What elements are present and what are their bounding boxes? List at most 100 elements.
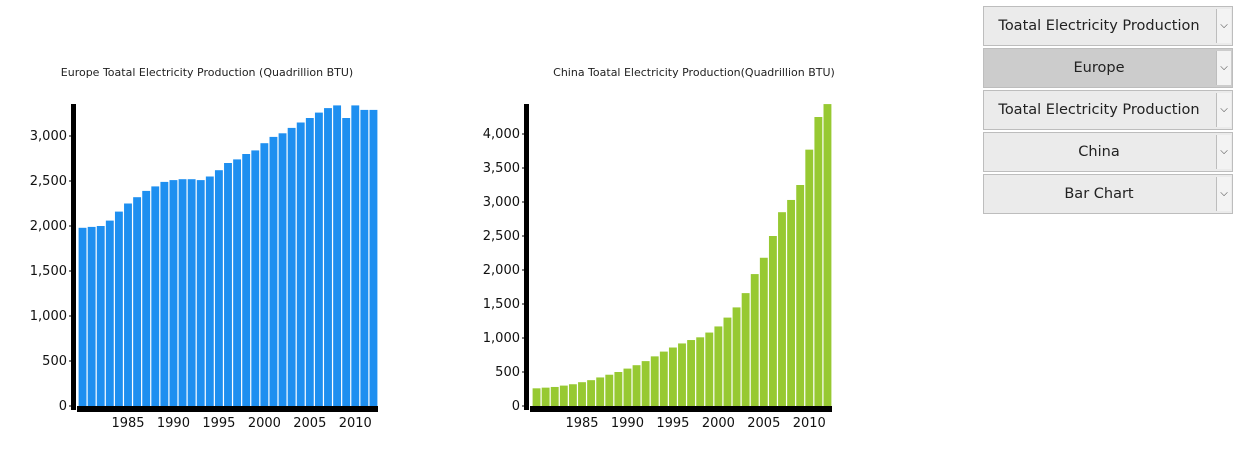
bar — [605, 374, 614, 406]
region-select-2[interactable]: China ⌵ — [983, 132, 1233, 172]
bar — [178, 179, 187, 406]
y-tick-label: 500 — [495, 365, 520, 380]
y-axis-line — [71, 104, 76, 410]
y-tick-label: 3,500 — [483, 161, 520, 176]
chart-controls: Toatal Electricity Production ⌵ Europe ⌵… — [983, 6, 1233, 216]
bar — [705, 332, 714, 406]
bar — [324, 108, 332, 406]
bar — [714, 326, 723, 406]
chart-type-select[interactable]: Bar Chart ⌵ — [983, 174, 1233, 214]
bar — [242, 154, 251, 406]
metric-select-2[interactable]: Toatal Electricity Production ⌵ — [983, 90, 1233, 130]
x-tick-label: 2010 — [793, 416, 826, 431]
bar — [559, 385, 568, 406]
chevron-down-icon[interactable]: ⌵ — [1216, 51, 1231, 85]
metric-select-1[interactable]: Toatal Electricity Production ⌵ — [983, 6, 1233, 46]
bar — [333, 105, 342, 407]
bar — [214, 170, 223, 406]
x-tick-label: 1995 — [202, 416, 235, 431]
metric-select-1-value: Toatal Electricity Production — [998, 18, 1200, 34]
bar — [587, 380, 596, 406]
y-axis-line — [524, 104, 529, 410]
bar — [142, 190, 151, 406]
chevron-down-icon[interactable]: ⌵ — [1216, 135, 1231, 169]
bar — [251, 150, 260, 406]
x-tick-label: 2005 — [293, 416, 326, 431]
bar — [796, 185, 805, 406]
bar — [823, 104, 832, 406]
bar — [768, 236, 777, 406]
region-select-2-value: China — [1078, 144, 1120, 160]
bar — [596, 377, 605, 406]
chart-title: China Toatal Electricity Production(Quad… — [553, 66, 835, 79]
bar — [269, 136, 278, 406]
bar — [160, 181, 169, 406]
region-select-1-value: Europe — [1073, 60, 1125, 76]
x-tick-label: 1985 — [565, 416, 598, 431]
y-tick-label: 1,000 — [483, 331, 520, 346]
y-tick-label: 0 — [512, 399, 520, 414]
x-tick-label: 2000 — [702, 416, 735, 431]
bar — [351, 105, 360, 407]
bar — [360, 109, 369, 407]
bar — [696, 337, 705, 406]
bar — [78, 227, 87, 406]
y-tick-label: 3,000 — [483, 195, 520, 210]
chart-title: Europe Toatal Electricity Production (Qu… — [61, 66, 353, 79]
bar — [87, 226, 96, 406]
x-axis-line — [530, 406, 832, 412]
x-tick-label: 2010 — [339, 416, 372, 431]
bar — [233, 159, 242, 406]
bar — [805, 149, 814, 406]
y-tick-label: 1,500 — [30, 264, 67, 279]
bar — [278, 133, 287, 407]
region-select-1[interactable]: Europe ⌵ — [983, 48, 1233, 88]
x-tick-label: 2000 — [248, 416, 281, 431]
x-tick-label: 2005 — [747, 416, 780, 431]
bar — [169, 180, 178, 406]
bar — [105, 220, 114, 406]
y-tick-label: 2,000 — [483, 263, 520, 278]
bar — [650, 356, 659, 406]
bar — [741, 293, 750, 406]
bar — [668, 347, 677, 406]
chevron-down-icon[interactable]: ⌵ — [1216, 177, 1231, 211]
bar — [124, 203, 132, 406]
x-tick-label: 1985 — [111, 416, 144, 431]
bar — [750, 274, 759, 406]
bar — [541, 387, 550, 406]
bar — [578, 382, 586, 406]
bar — [224, 163, 232, 406]
bar — [187, 179, 196, 406]
bar — [623, 368, 632, 406]
bar — [305, 118, 314, 406]
y-tick-label: 1,000 — [30, 309, 67, 324]
y-tick-label: 0 — [59, 399, 67, 414]
bar — [732, 307, 741, 406]
y-tick-label: 500 — [42, 354, 67, 369]
bar — [759, 257, 768, 406]
bar — [287, 127, 296, 407]
chevron-down-icon[interactable]: ⌵ — [1216, 93, 1231, 127]
chevron-down-icon[interactable]: ⌵ — [1216, 9, 1231, 43]
bar — [778, 212, 786, 406]
bar — [632, 365, 641, 406]
bar — [205, 176, 214, 406]
bar — [787, 199, 796, 406]
europe-chart: Europe Toatal Electricity Production (Qu… — [30, 66, 378, 431]
bar — [550, 386, 559, 406]
y-tick-label: 2,500 — [483, 229, 520, 244]
x-tick-label: 1995 — [656, 416, 689, 431]
x-axis-line — [77, 406, 378, 412]
china-chart: China Toatal Electricity Production(Quad… — [483, 66, 835, 431]
bar — [814, 117, 823, 406]
chart-type-select-value: Bar Chart — [1064, 186, 1134, 202]
bar — [687, 340, 696, 406]
bar — [260, 143, 269, 406]
bar — [133, 197, 142, 406]
bar — [614, 372, 623, 406]
bar — [151, 186, 160, 406]
y-tick-label: 3,000 — [30, 129, 67, 144]
bar — [641, 361, 650, 406]
